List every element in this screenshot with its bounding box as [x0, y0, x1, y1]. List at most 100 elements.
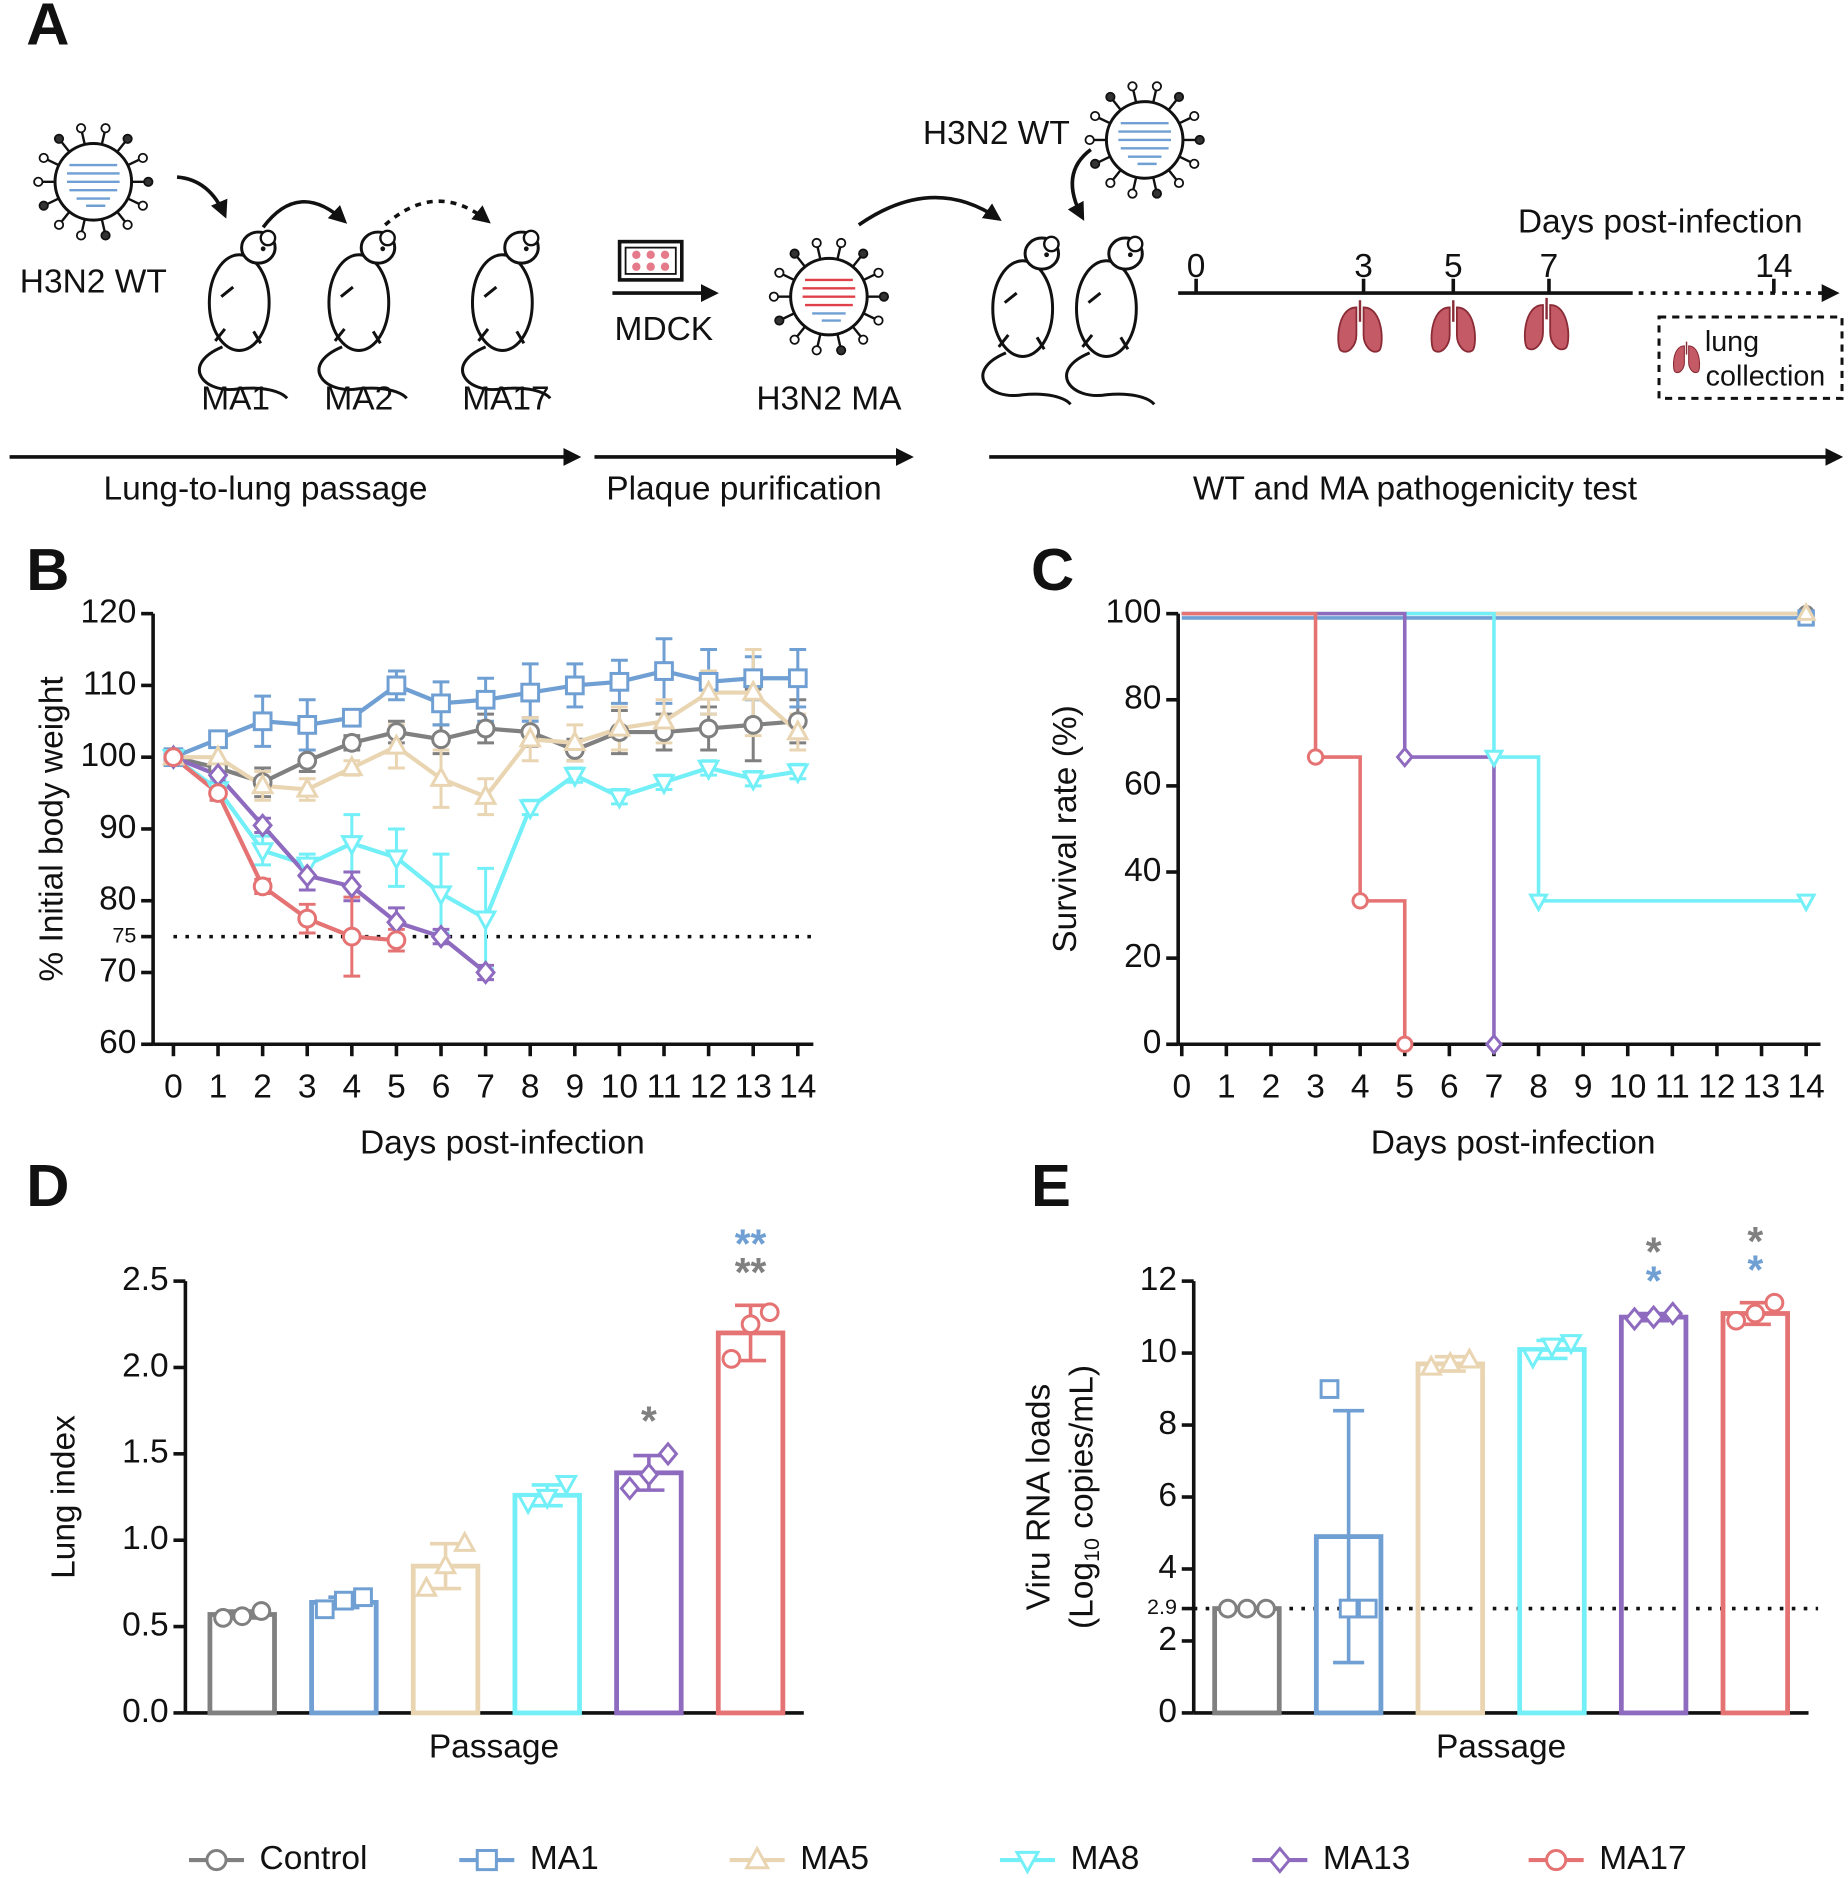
marker	[1483, 749, 1505, 769]
marker	[431, 693, 451, 714]
plate	[617, 239, 684, 282]
panel-label: B	[26, 536, 69, 603]
y-axis-label-part: (Log	[1064, 1562, 1101, 1629]
legend-label: MA5	[800, 1840, 869, 1877]
marker	[1457, 1347, 1482, 1369]
marker	[638, 1462, 660, 1487]
survival-line	[1181, 611, 1807, 903]
marker	[1726, 1310, 1747, 1331]
mouse	[197, 229, 289, 400]
x-tick-label: 6	[432, 1068, 451, 1105]
marker	[741, 679, 765, 701]
marker	[657, 1441, 679, 1467]
y-tick-label: 90	[99, 809, 136, 846]
marker	[654, 661, 674, 681]
y-tick-label: 20	[1124, 938, 1161, 975]
y-axis-label-part: copies/mL)	[1064, 1365, 1101, 1538]
marker	[563, 729, 587, 752]
x-tick-label: 1	[209, 1068, 228, 1105]
marker	[518, 799, 542, 821]
marker	[296, 863, 318, 888]
marker	[430, 924, 452, 949]
y-tick-label: 70	[99, 952, 136, 989]
marker	[1484, 1033, 1504, 1056]
mouse	[461, 229, 552, 400]
arrow	[1067, 148, 1092, 221]
legend-label: Control	[260, 1840, 368, 1877]
marker	[563, 766, 587, 789]
y-tick-label: 0.5	[122, 1606, 169, 1643]
x-tick-label: 1	[1217, 1068, 1236, 1105]
x-tick-label: 0	[1172, 1068, 1191, 1105]
marker	[1559, 1334, 1583, 1356]
marker	[1438, 1350, 1463, 1373]
significance: **	[735, 1249, 767, 1295]
stage-label: WT and MA pathogenicity test	[1193, 470, 1638, 507]
wt-label: H3N2 WT	[20, 263, 167, 300]
timeline-title: Days post-infection	[1518, 204, 1803, 241]
legend-label: MA17	[1599, 1840, 1686, 1877]
marker	[252, 711, 273, 732]
arrow	[857, 195, 1002, 227]
x-tick-label: 4	[343, 1068, 362, 1105]
marker	[1643, 1304, 1664, 1330]
x-tick-label: 7	[476, 1068, 495, 1105]
x-tick-label: 5	[387, 1068, 406, 1105]
panel-label: A	[26, 0, 69, 58]
marker	[452, 1530, 477, 1552]
marker	[1014, 1850, 1041, 1875]
x-tick-label: 11	[647, 1068, 682, 1105]
marker	[297, 908, 318, 929]
marker	[353, 1587, 373, 1608]
marker	[208, 783, 228, 803]
mouse	[981, 235, 1073, 406]
marker	[341, 873, 363, 899]
marker	[1662, 1301, 1684, 1326]
bar	[207, 1612, 277, 1716]
marker	[341, 707, 362, 728]
marker	[1521, 1348, 1545, 1370]
bar	[1415, 1361, 1485, 1716]
marker	[475, 689, 496, 710]
marker	[607, 715, 632, 737]
ma-label: H3N2 MA	[756, 381, 902, 418]
y-tick-label: 2.9	[1147, 1595, 1177, 1619]
virus-ma	[768, 237, 890, 356]
marker	[414, 1575, 439, 1597]
marker	[1395, 746, 1414, 768]
panel-label: D	[26, 1152, 69, 1219]
arrow	[176, 175, 228, 219]
x-axis-label: Passage	[1436, 1729, 1566, 1766]
lungs	[1430, 299, 1477, 353]
marker	[163, 747, 184, 768]
marker	[740, 1314, 761, 1335]
y-tick-label: 2.0	[122, 1347, 169, 1384]
marker	[609, 671, 630, 692]
marker	[535, 1488, 559, 1511]
y-tick-label: 6	[1158, 1477, 1177, 1514]
lungs	[1523, 296, 1570, 351]
significance: *	[641, 1398, 657, 1444]
y-tick-label: 0.0	[122, 1693, 169, 1730]
bar	[1720, 1311, 1790, 1716]
bar	[1517, 1347, 1587, 1716]
arrow	[383, 199, 491, 227]
marker	[1237, 1598, 1257, 1619]
marker	[475, 960, 496, 985]
bar	[512, 1492, 582, 1716]
y-tick-label: 120	[80, 593, 136, 630]
marker	[1540, 1337, 1564, 1360]
y-tick-label: 2.5	[122, 1261, 169, 1298]
timeline-tick: 5	[1444, 248, 1463, 285]
marker	[334, 1590, 354, 1611]
x-tick-label: 10	[1609, 1068, 1646, 1105]
marker	[386, 675, 407, 696]
x-tick-label: 5	[1395, 1068, 1414, 1105]
mouse	[317, 229, 409, 400]
x-tick-label: 0	[164, 1068, 183, 1105]
y-tick-label: 75	[112, 923, 136, 947]
marker	[205, 1848, 228, 1872]
marker	[1217, 1598, 1238, 1619]
marker	[251, 1601, 272, 1621]
x-tick-label: 4	[1351, 1068, 1370, 1105]
